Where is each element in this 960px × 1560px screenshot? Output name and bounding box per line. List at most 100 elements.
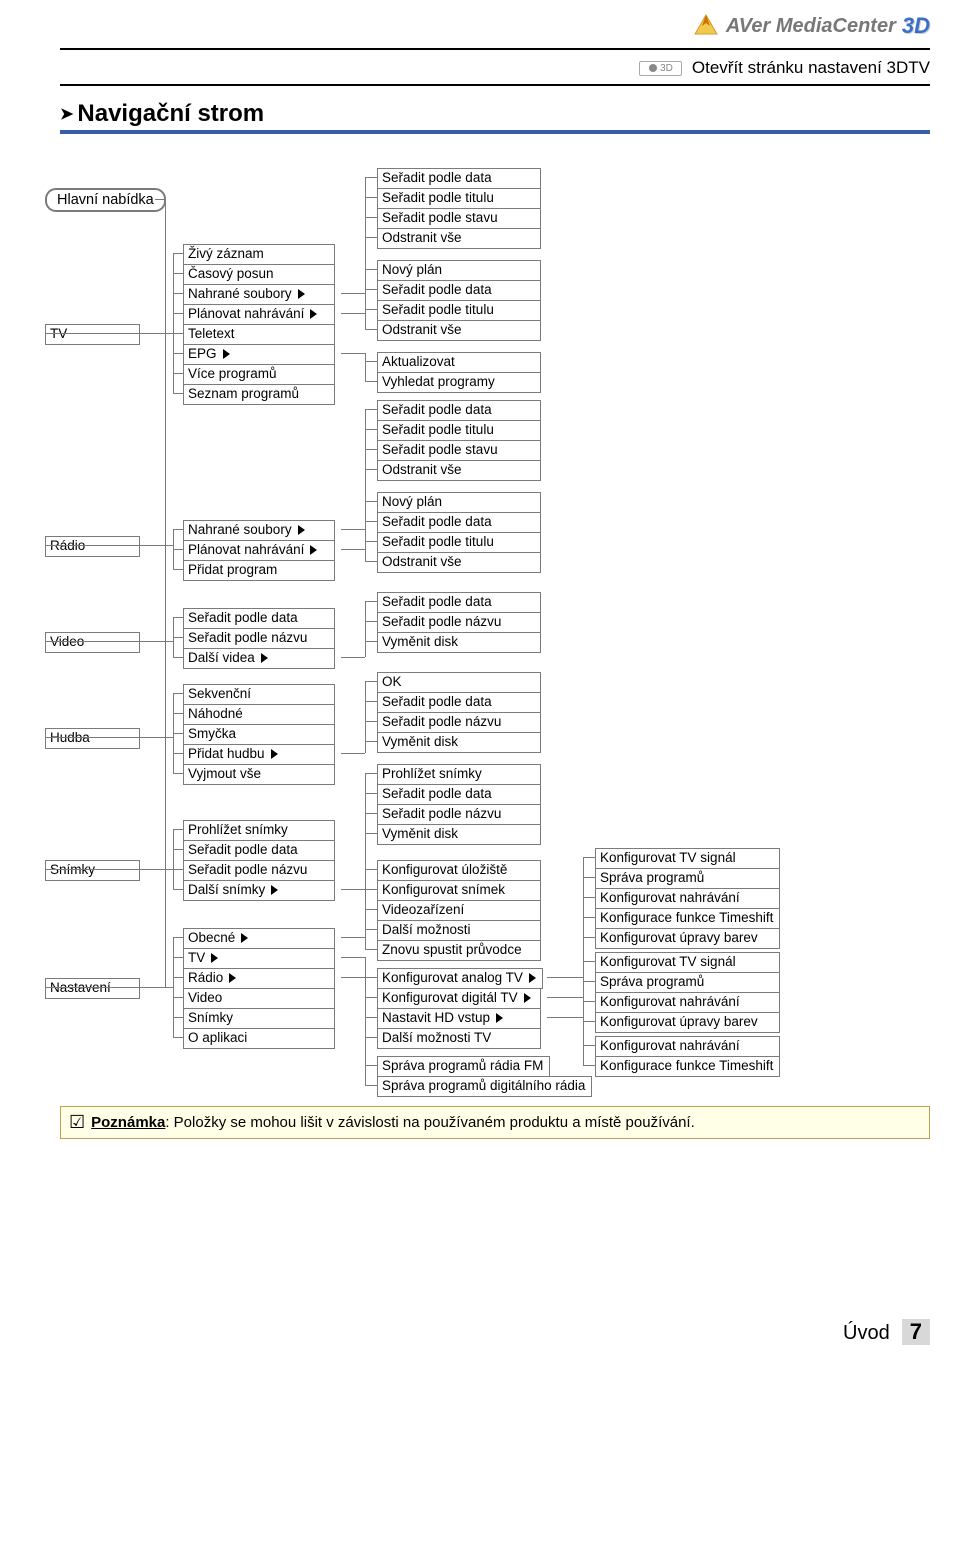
tree-node: Seřadit podle názvu	[377, 712, 541, 733]
tree-node: Teletext	[183, 324, 335, 345]
tree-node: Další videa	[183, 648, 335, 669]
navigation-tree-diagram: Hlavní nabídka TV Živý záznamČasový posun…	[45, 148, 915, 1088]
tree-node: Seřadit podle data	[377, 280, 541, 301]
tree-node: Správa programů	[595, 868, 780, 889]
tree-node: Konfigurace funkce Timeshift	[595, 1056, 780, 1077]
section-underline	[60, 130, 930, 134]
brand-logo-icon	[692, 12, 720, 40]
tree-node: Seřadit podle titulu	[377, 532, 541, 553]
tree-node: Přidat hudbu	[183, 744, 335, 765]
tree-node: EPG	[183, 344, 335, 365]
tree-node: Vyměnit disk	[377, 732, 541, 753]
tree-node: Seřadit podle data	[183, 608, 335, 629]
tree-node: Další možnosti	[377, 920, 541, 941]
tree-node: Nový plán	[377, 492, 541, 513]
tree-node: Další snímky	[183, 880, 335, 901]
note-prefix: Poznámka	[91, 1114, 165, 1131]
tree-node: Konfigurovat TV signál	[595, 848, 780, 869]
tree-node: Plánovat nahrávání	[183, 304, 335, 325]
tree-node: Seřadit podle názvu	[183, 628, 335, 649]
tree-node: Konfigurovat digitál TV	[377, 988, 541, 1009]
tree-node: Nahrané soubory	[183, 520, 335, 541]
tree-node: Rádio	[183, 968, 335, 989]
tree-node: Seřadit podle data	[377, 168, 541, 189]
brand-suffix: 3D	[902, 13, 930, 39]
tree-node: Nový plán	[377, 260, 541, 281]
brand-name: AVer MediaCenter	[726, 15, 896, 38]
tree-node: Seřadit podle názvu	[183, 860, 335, 881]
tree-node: Seřadit podle názvu	[377, 612, 541, 633]
tree-node: Správa programů digitálního rádia	[377, 1076, 592, 1097]
tree-node: Konfigurovat úložiště	[377, 860, 541, 881]
tree-node: Konfigurovat úpravy barev	[595, 928, 780, 949]
header: AVer MediaCenter 3D	[60, 12, 930, 44]
note-text: Poznámka: Položky se mohou lišit v závis…	[91, 1114, 695, 1131]
tree-node: Konfigurovat nahrávání	[595, 888, 780, 909]
tree-node: Obecné	[183, 928, 335, 949]
tree-node: Časový posun	[183, 264, 335, 285]
tree-node: Snímky	[45, 860, 140, 881]
footer: Úvod 7	[60, 1319, 930, 1345]
header-rule-2	[60, 84, 930, 86]
tree-node: Seřadit podle data	[377, 512, 541, 533]
page-number: 7	[902, 1319, 930, 1345]
tree-node: Odstranit vše	[377, 320, 541, 341]
tree-root-node: Hlavní nabídka	[45, 188, 166, 212]
tree-node: Vyměnit disk	[377, 632, 541, 653]
note-box: ☑ Poznámka: Položky se mohou lišit v záv…	[60, 1106, 930, 1139]
tree-node: Smyčka	[183, 724, 335, 745]
tree-node: Plánovat nahrávání	[183, 540, 335, 561]
tree-node: TV	[183, 948, 335, 969]
tree-node: Seřadit podle data	[377, 784, 541, 805]
mini-3d-icon: 3D	[639, 61, 682, 76]
tree-node: Seřadit podle titulu	[377, 300, 541, 321]
tree-node: Seřadit podle názvu	[377, 804, 541, 825]
tree-node: Nahrané soubory	[183, 284, 335, 305]
tree-node: Nastavení	[45, 978, 140, 999]
tree-node: Prohlížet snímky	[183, 820, 335, 841]
tree-node: Náhodné	[183, 704, 335, 725]
tree-node: Konfigurovat snímek	[377, 880, 541, 901]
section-title: ➤ Navigační strom	[60, 100, 930, 130]
tree-node: O aplikaci	[183, 1028, 335, 1049]
tree-node: Vyměnit disk	[377, 824, 541, 845]
tree-node: Video	[45, 632, 140, 653]
tree-node: Seznam programů	[183, 384, 335, 405]
tree-node: Konfigurace funkce Timeshift	[595, 908, 780, 929]
tree-node: Aktualizovat	[377, 352, 541, 373]
tree-node: Konfigurovat analog TV	[377, 968, 543, 989]
tree-node: Seřadit podle titulu	[377, 420, 541, 441]
tree-node: Video	[183, 988, 335, 1009]
tree-node: Další možnosti TV	[377, 1028, 541, 1049]
tree-node: Seřadit podle titulu	[377, 188, 541, 209]
tree-node: Živý záznam	[183, 244, 335, 265]
checkbox-icon: ☑	[69, 1112, 85, 1133]
tree-node: Správa programů rádia FM	[377, 1056, 550, 1077]
tree-node: Sekvenční	[183, 684, 335, 705]
chevron-right-icon: ➤	[60, 104, 73, 124]
subtitle-text: Otevřít stránku nastavení 3DTV	[692, 58, 930, 78]
subtitle-row: 3D Otevřít stránku nastavení 3DTV	[60, 56, 930, 80]
tree-node: Správa programů	[595, 972, 780, 993]
tree-node: Odstranit vše	[377, 460, 541, 481]
tree-node: Seřadit podle data	[377, 592, 541, 613]
tree-node: Seřadit podle data	[377, 692, 541, 713]
tree-node: Hudba	[45, 728, 140, 749]
tree-node: Vyjmout vše	[183, 764, 335, 785]
header-rule	[60, 48, 930, 50]
tree-node: Odstranit vše	[377, 552, 541, 573]
tree-node: Videozařízení	[377, 900, 541, 921]
tree-node: OK	[377, 672, 541, 693]
tree-node: Více programů	[183, 364, 335, 385]
mini-icon-text: 3D	[660, 63, 673, 74]
tree-node: Vyhledat programy	[377, 372, 541, 393]
tree-node: Konfigurovat nahrávání	[595, 992, 780, 1013]
tree-node: Seřadit podle data	[183, 840, 335, 861]
tree-node: Seřadit podle stavu	[377, 440, 541, 461]
tree-node: Rádio	[45, 536, 140, 557]
tree-node: Seřadit podle stavu	[377, 208, 541, 229]
tree-node: TV	[45, 324, 140, 345]
tree-node: Konfigurovat nahrávání	[595, 1036, 780, 1057]
tree-node: Znovu spustit průvodce	[377, 940, 541, 961]
tree-node: Konfigurovat úpravy barev	[595, 1012, 780, 1033]
